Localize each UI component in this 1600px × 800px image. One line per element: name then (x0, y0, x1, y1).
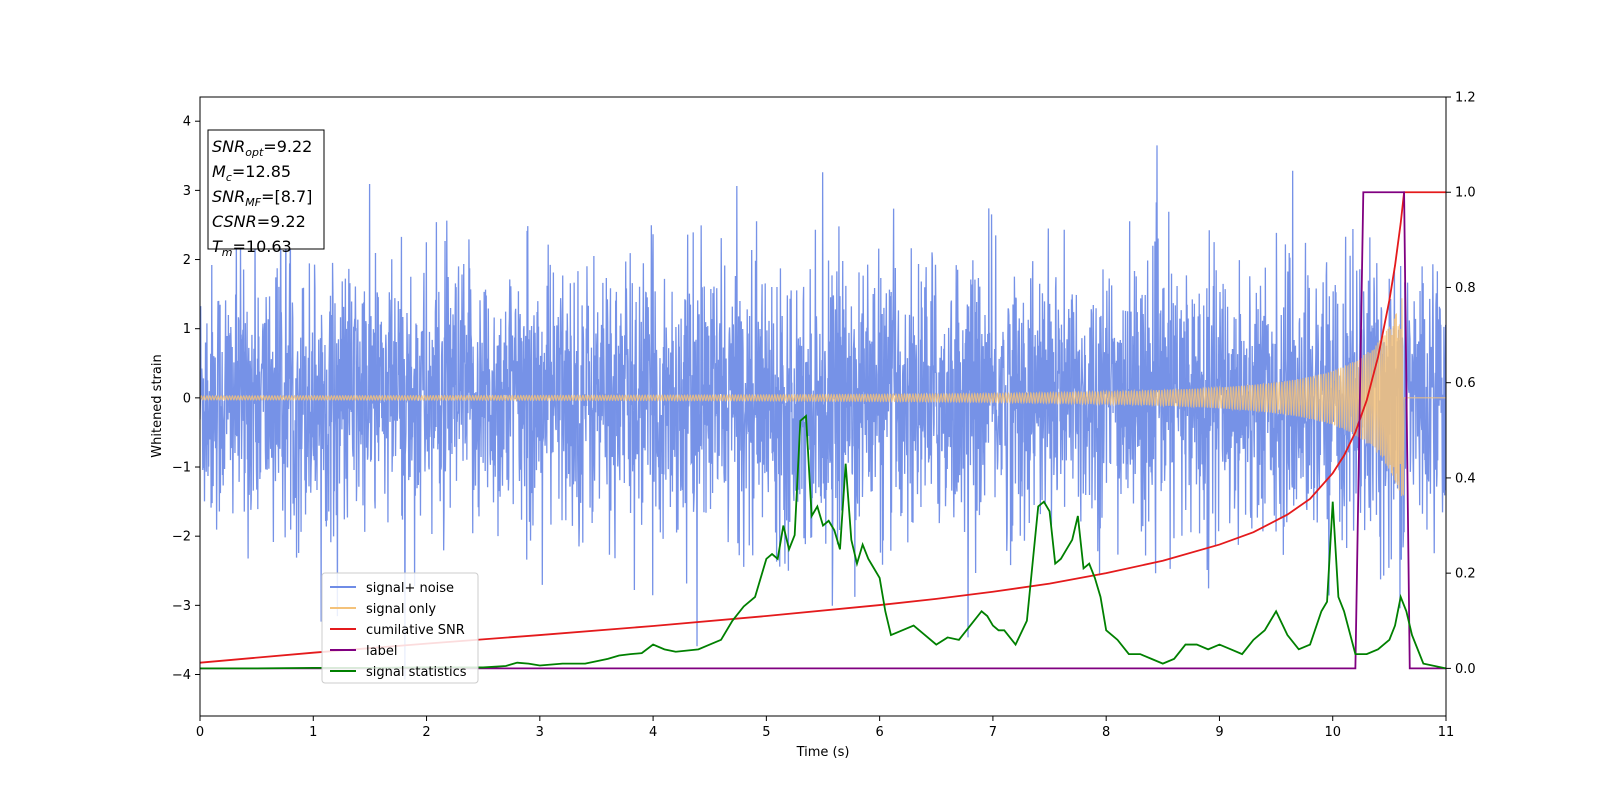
annotation-line: Mc=12.85 (212, 162, 291, 184)
annotation-line: SNRopt=9.22 (212, 137, 312, 159)
y-tick-label: −4 (172, 668, 191, 683)
x-tick-label: 5 (762, 725, 770, 740)
y-tick-label: 3 (183, 184, 191, 199)
y-tick-label: −2 (172, 530, 191, 545)
annotation-frame (207, 129, 325, 250)
plot-frame (199, 96, 1447, 717)
y2-tick-label: 0.4 (1455, 471, 1476, 486)
x-tick-label: 10 (1324, 725, 1341, 740)
y-tick-label: −1 (172, 461, 191, 476)
signal-statistics-line (200, 414, 1446, 670)
x-tick-label: 2 (422, 725, 430, 740)
cumulative-snr-line (200, 191, 1446, 664)
y-tick-label: 2 (183, 253, 191, 268)
y-axis-label: Whitened strain (150, 354, 165, 457)
stats-annotation-box: SNRopt=9.22 Mc=12.85 SNRMF=[8.7] CSNR=9.22 T… (207, 129, 325, 259)
x-tick-label: 11 (1438, 725, 1455, 740)
x-axis-label: Time (s) (796, 745, 850, 760)
legend: signal+ noise signal only cumilative SNR la… (321, 572, 479, 684)
x-tick-label: 3 (536, 725, 544, 740)
x-tick-label: 8 (1102, 725, 1110, 740)
x-tick-label: 9 (1215, 725, 1223, 740)
legend-label: signal+ noise (366, 581, 454, 596)
legend-label: cumilative SNR (366, 623, 465, 638)
x-tick-label: 4 (649, 725, 657, 740)
y-axis-left: −4 −3 −2 −1 0 1 2 3 4 (172, 115, 200, 683)
y-tick-label: 1 (183, 322, 191, 337)
y-tick-label: 0 (183, 391, 191, 406)
legend-frame (321, 572, 479, 684)
legend-label: signal statistics (366, 665, 467, 680)
legend-label: signal only (366, 602, 436, 617)
y2-tick-label: 0.0 (1455, 662, 1476, 677)
x-tick-label: 7 (989, 725, 997, 740)
series-signal-statistics (200, 414, 1446, 670)
series-signal-only (200, 298, 1446, 497)
x-tick-label: 0 (196, 725, 204, 740)
annotation-line: SNRMF=[8.7] (212, 187, 312, 209)
y2-tick-label: 0.2 (1455, 567, 1476, 582)
y-tick-label: 4 (183, 115, 191, 130)
series-cumulative-snr (200, 191, 1446, 664)
x-axis: 0 1 2 3 4 5 6 7 8 9 10 11 (196, 716, 1454, 740)
y-axis-right: 0.0 0.2 0.4 0.6 0.8 1.0 1.2 (1446, 91, 1476, 677)
x-tick-label: 1 (309, 725, 317, 740)
signal-only-line (200, 298, 1446, 497)
annotation-line: Tm=10.63 (212, 237, 292, 259)
y-tick-label: −3 (172, 599, 191, 614)
annotation-line: CSNR=9.22 (212, 212, 306, 231)
y2-tick-label: 1.2 (1455, 91, 1476, 106)
x-tick-label: 6 (875, 725, 883, 740)
y2-tick-label: 0.6 (1455, 376, 1476, 391)
label-line (200, 191, 1446, 670)
legend-label: label (366, 644, 397, 659)
y2-tick-label: 0.8 (1455, 281, 1476, 296)
y2-tick-label: 1.0 (1455, 186, 1476, 201)
series-label (200, 191, 1446, 670)
